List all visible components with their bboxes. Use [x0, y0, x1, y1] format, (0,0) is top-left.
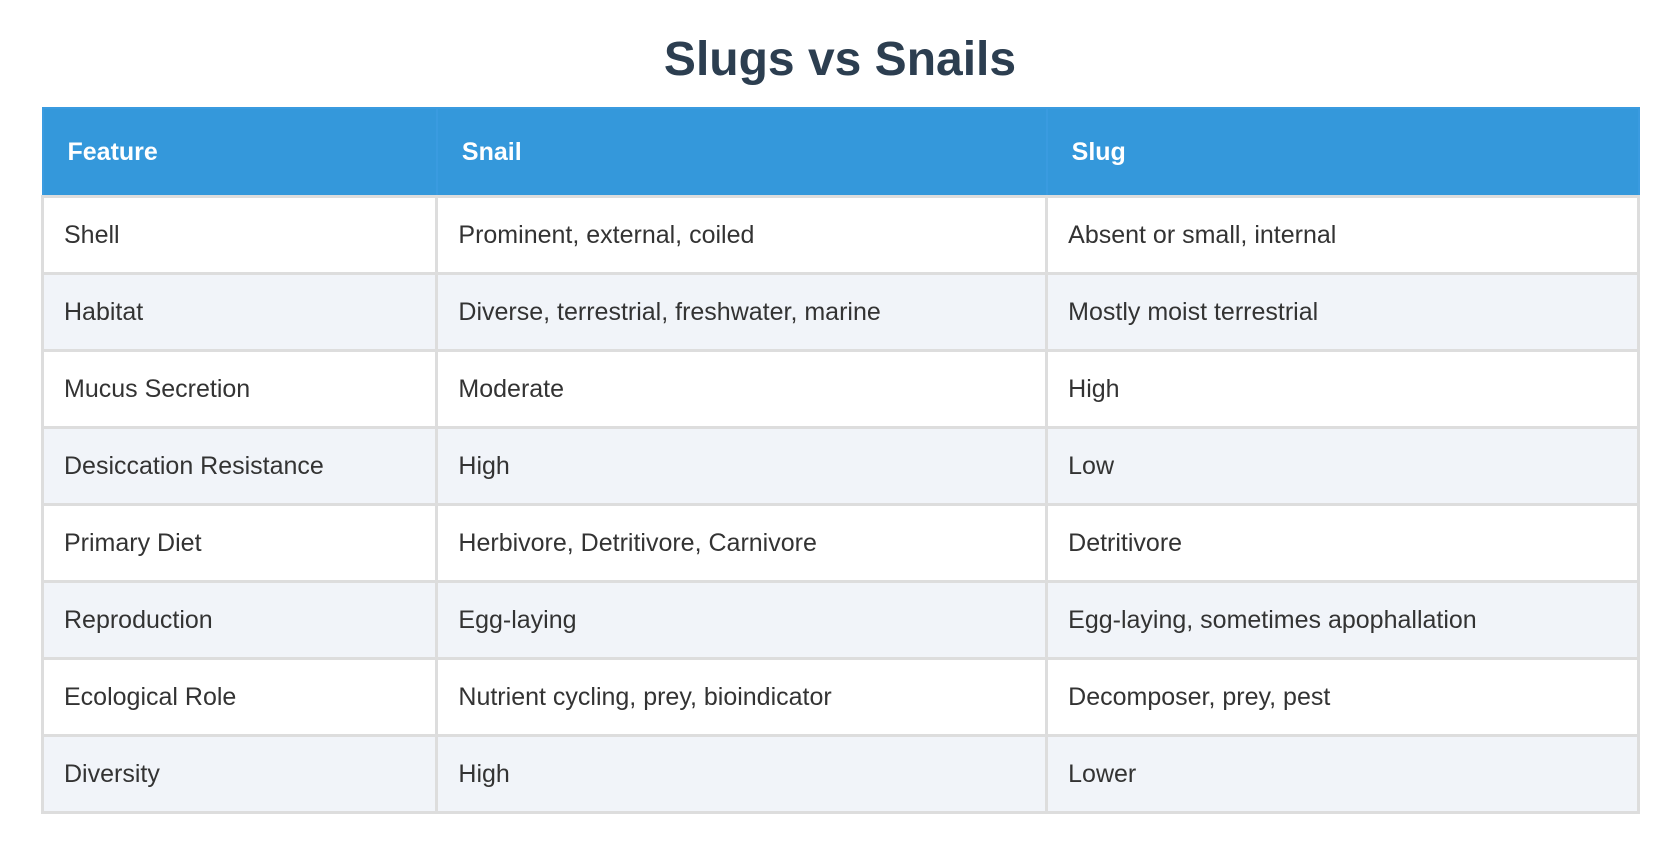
- table-cell: Reproduction: [40, 580, 439, 660]
- table-cell: Lower: [1045, 734, 1640, 814]
- table-row: Desiccation Resistance High Low: [40, 426, 1640, 506]
- table-row: Ecological Role Nutrient cycling, prey, b…: [40, 657, 1640, 737]
- table-row: Habitat Diverse, terrestrial, freshwater,…: [40, 272, 1640, 352]
- comparison-table: Feature Snail Slug Shell Prominent, externa…: [40, 107, 1640, 814]
- column-header: Snail: [435, 107, 1048, 198]
- table-cell: Ecological Role: [40, 657, 439, 737]
- table-row: Reproduction Egg-laying Egg-laying, someti…: [40, 580, 1640, 660]
- table-cell: Egg-laying, sometimes apophallation: [1045, 580, 1640, 660]
- table-cell: Desiccation Resistance: [40, 426, 439, 506]
- table-cell: High: [1045, 349, 1640, 429]
- table-cell: Herbivore, Detritivore, Carnivore: [435, 503, 1049, 583]
- table-cell: Detritivore: [1045, 503, 1640, 583]
- column-header: Slug: [1045, 107, 1640, 198]
- table-cell: High: [435, 426, 1049, 506]
- page-title: Slugs vs Snails: [663, 33, 1017, 86]
- table-cell: Prominent, external, coiled: [435, 195, 1049, 275]
- header-row: Feature Snail Slug: [41, 107, 1640, 198]
- table-cell: Low: [1045, 426, 1640, 506]
- table-cell: Egg-laying: [435, 580, 1049, 660]
- table-row: Mucus Secretion Moderate High: [40, 349, 1640, 429]
- table-cell: High: [435, 734, 1049, 814]
- table-cell: Absent or small, internal: [1045, 195, 1640, 275]
- table-cell: Primary Diet: [40, 503, 439, 583]
- table-cell: Habitat: [40, 272, 439, 352]
- table-row: Primary Diet Herbivore, Detritivore, Carn…: [40, 503, 1640, 583]
- table-cell: Nutrient cycling, prey, bioindicator: [435, 657, 1049, 737]
- table-cell: Mucus Secretion: [40, 349, 439, 429]
- table-cell: Mostly moist terrestrial: [1045, 272, 1640, 352]
- table-cell: Decomposer, prey, pest: [1045, 657, 1640, 737]
- table-cell: Shell: [40, 195, 439, 275]
- table-cell: Moderate: [435, 349, 1049, 429]
- table-cell: Diversity: [40, 734, 439, 814]
- table-body: Shell Prominent, external, coiled Absent o…: [40, 195, 1640, 814]
- table-row: Shell Prominent, external, coiled Absent o…: [40, 195, 1640, 275]
- table-row: Diversity High Lower: [40, 734, 1640, 814]
- column-header: Feature: [41, 107, 438, 198]
- table-cell: Diverse, terrestrial, freshwater, marine: [435, 272, 1049, 352]
